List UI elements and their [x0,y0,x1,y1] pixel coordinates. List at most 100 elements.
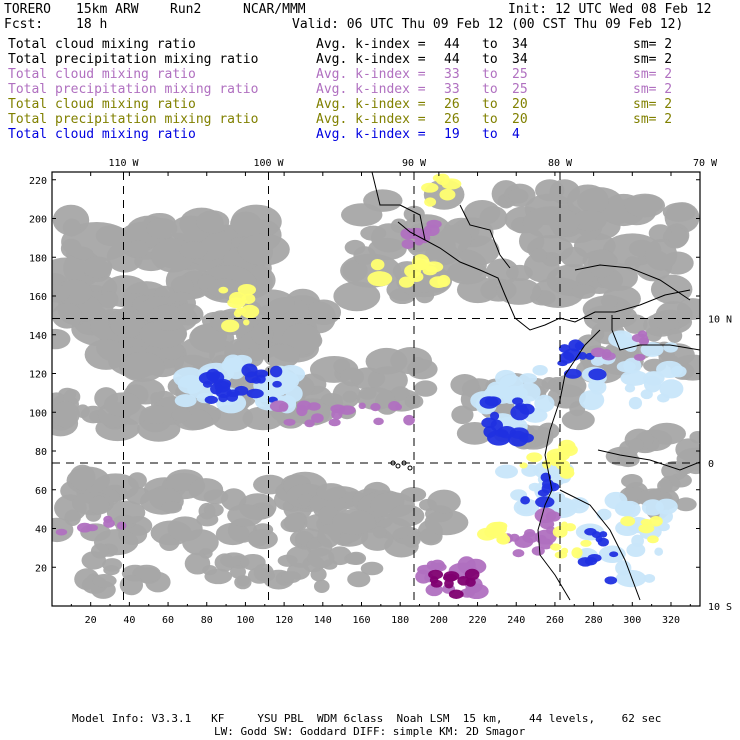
ice-precip-area [237,283,257,296]
longitude-label: 80 W [548,158,573,169]
light-precip-area [615,560,632,576]
ice-precip-area [424,197,437,207]
forecast-label: Fcst: [4,17,44,32]
cloud-area [645,326,663,342]
light-precip-area [655,498,678,515]
cloud-area [407,359,438,380]
x-tick-label: 120 [275,615,293,626]
coastline-segment [371,172,426,241]
mixed-precip-area [545,511,561,522]
cloud-area [230,565,246,579]
heavy-precip-area [535,496,555,508]
ice-precip-area [496,536,509,544]
light-precip-area [654,547,664,556]
cloud-area [84,339,128,370]
mixed-precip-area [424,228,432,235]
cloud-area [662,202,696,222]
k-index-from: 33 [444,82,460,97]
cloud-area [317,524,341,548]
cloud-area [100,291,119,309]
cloud-area [561,409,595,431]
field-name: Total cloud mixing ratio [8,97,196,112]
mixed-precip-area [76,522,93,533]
k-index-to-label: to [482,52,498,67]
ice-precip-area [560,443,578,457]
cloud-area [332,381,361,409]
cloud-area [52,392,65,405]
ice-precip-area [526,452,543,463]
latitude-label: 0 [708,459,714,470]
heavy-precip-area [479,396,499,409]
field-name: Total cloud mixing ratio [8,37,196,52]
light-precip-area [533,461,559,480]
map-frame [51,171,701,607]
ice-precip-area [221,319,240,333]
cloud-area [675,497,697,512]
mixed-precip-area [539,538,553,550]
cloud-area [644,238,678,271]
cloud-area [102,558,123,572]
cloud-area [571,284,596,299]
ice-precip-area [484,526,505,539]
longitude-label: 100 W [253,158,284,169]
cloud-area [280,571,302,584]
mixed-precip-area [633,353,646,361]
light-precip-area [579,390,605,411]
y-tick-label: 60 [35,486,47,497]
k-index-to-label: to [482,127,498,142]
cloud-area [82,256,113,279]
x-tick-label: 280 [585,615,603,626]
mixed-precip-area [509,533,520,542]
coastline-segment [459,204,511,269]
y-tick-label: 160 [29,292,47,303]
light-precip-area [643,375,662,393]
ice-precip-area [398,276,415,288]
cloud-area [234,575,252,590]
model-resolution: 15km ARW [76,2,139,17]
mixed-precip-area [116,521,127,530]
smoothing: sm= 2 [633,67,673,82]
model-name: TORERO [4,2,51,17]
cloud-area [283,513,308,533]
cloud-area [204,568,233,585]
heavy-precip-area [270,365,283,378]
cloud-area [667,328,683,344]
ice-precip-area [560,547,569,555]
cloud-area [52,303,83,329]
heavy-precip-area [519,433,534,443]
cloud-area [456,422,493,445]
y-tick-label: 20 [35,563,47,574]
k-index-label: Avg. k-index = [316,67,426,82]
k-index-to-label: to [482,112,498,127]
cloud-area [69,464,96,491]
light-precip-area [502,385,528,401]
cloud-area [184,552,211,575]
light-precip-area [623,357,642,374]
mixed-precip-area [631,333,649,343]
x-tick-label: 20 [85,615,97,626]
k-index-label: Avg. k-index = [316,127,426,142]
light-precip-area [596,508,612,521]
k-index-from: 44 [444,52,460,67]
heavy-precip-area [574,341,585,350]
cloud-area [390,386,411,401]
light-precip-area [640,342,664,357]
light-precip-area [513,498,540,517]
cloud-area [648,224,672,243]
field-layer [52,173,700,600]
field-name: Total cloud mixing ratio [8,67,196,82]
cloud-area [624,193,666,218]
cloud-area [52,401,80,428]
mixed-precip-area [311,413,324,423]
model-info: Model Info: V3.3.1 KF YSU PBL WDM 6class… [72,712,662,725]
ice-precip-area [367,271,393,287]
heavy-precip-area [520,496,530,505]
cloud-area [587,249,617,278]
cloud-area [188,478,224,502]
x-tick-label: 200 [430,615,448,626]
light-precip-area [659,509,673,524]
mixed-precip-area [414,236,424,246]
heavy-precip-area [246,388,264,399]
mixed-precip-area [55,528,68,536]
cloud-area [389,504,425,527]
